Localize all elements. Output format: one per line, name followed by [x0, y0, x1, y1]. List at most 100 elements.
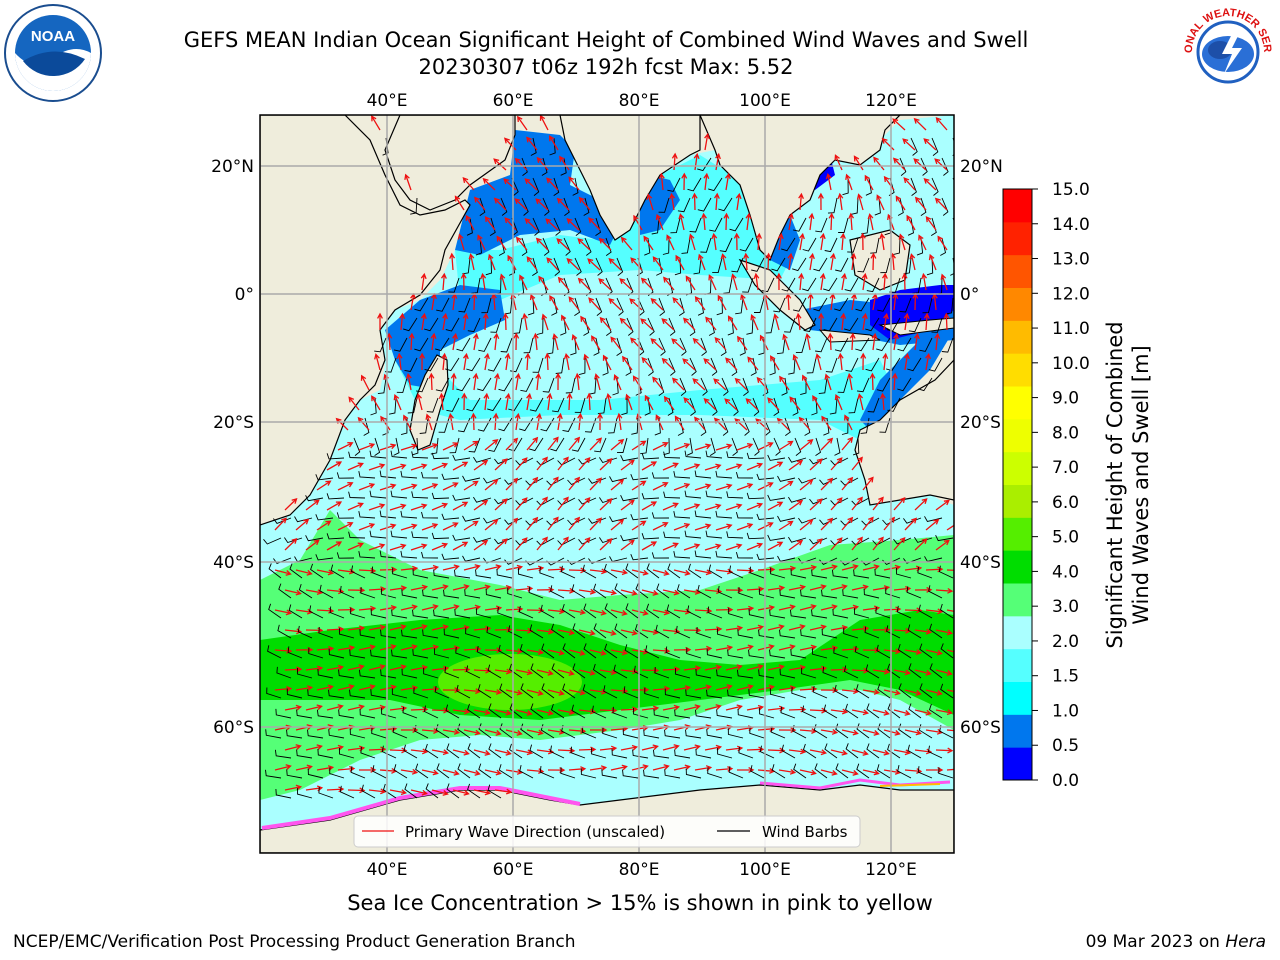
- wave-direction-arrow: [421, 644, 440, 651]
- wind-barb: [611, 748, 628, 759]
- wind-barb: [519, 765, 534, 779]
- wave-direction-arrow: [799, 232, 805, 251]
- wind-barb: [625, 603, 639, 619]
- wind-barb: [614, 623, 628, 639]
- wind-barb: [567, 477, 586, 486]
- wind-barb: [779, 629, 796, 639]
- wind-barb: [811, 569, 828, 579]
- wind-barb: [647, 317, 655, 336]
- wave-direction-arrow: [305, 499, 320, 511]
- wind-barb: [410, 197, 418, 215]
- wave-direction-arrow: [652, 609, 671, 616]
- wind-barb: [358, 551, 376, 559]
- wave-direction-arrow: [849, 332, 856, 351]
- wind-barb: [613, 664, 628, 679]
- wave-direction-arrow: [494, 538, 508, 551]
- wave-direction-arrow: [856, 193, 864, 211]
- wind-barb: [509, 663, 523, 679]
- wind-barb: [444, 666, 460, 679]
- wave-direction-arrow: [389, 747, 408, 754]
- sea-ice-fringe: [261, 786, 581, 830]
- wind-barb: [359, 708, 376, 719]
- wind-barb: [700, 337, 707, 356]
- wave-direction-arrow: [547, 649, 565, 656]
- wind-barb: [885, 587, 901, 599]
- wave-direction-arrow: [357, 416, 370, 431]
- wind-barb: [379, 510, 397, 519]
- wave-direction-arrow: [546, 392, 553, 411]
- wind-barb: [369, 490, 387, 499]
- wave-direction-arrow: [420, 272, 427, 291]
- wave-direction-arrow: [431, 542, 449, 551]
- wind-barb: [694, 709, 712, 719]
- wave-direction-arrow: [694, 416, 706, 431]
- wave-direction-arrow: [552, 333, 559, 351]
- wave-direction-arrow: [519, 274, 528, 291]
- wind-barb: [769, 688, 786, 699]
- wind-barb: [684, 490, 702, 499]
- wave-direction-arrow: [421, 769, 439, 776]
- wave-direction-arrow: [715, 443, 733, 451]
- wave-direction-arrow: [767, 541, 784, 551]
- wave-direction-arrow: [441, 352, 448, 371]
- wave-direction-arrow: [400, 565, 419, 572]
- wave-direction-arrow: [536, 709, 554, 716]
- wind-barb: [370, 608, 387, 619]
- wave-direction-arrow: [472, 332, 479, 351]
- wave-direction-arrow: [400, 604, 418, 611]
- wave-direction-arrow: [661, 318, 675, 331]
- wave-direction-arrow: [454, 195, 465, 211]
- wind-barb: [673, 471, 691, 479]
- wave-direction-arrow: [753, 272, 760, 291]
- wind-barb: [770, 726, 786, 739]
- wind-barb: [819, 477, 838, 485]
- wave-direction-arrow: [421, 523, 439, 531]
- colorbar-tick-label: 4.0: [1052, 562, 1079, 582]
- colorbar-tick-label: 8.0: [1052, 423, 1079, 443]
- wind-barb: [919, 683, 933, 699]
- wave-direction-arrow: [494, 749, 512, 756]
- wave-direction-arrow: [725, 704, 743, 711]
- wave-direction-arrow: [872, 709, 890, 716]
- wind-barb: [695, 668, 712, 679]
- wave-direction-arrow: [580, 315, 591, 331]
- wind-barb: [742, 377, 749, 396]
- wave-direction-arrow: [735, 192, 742, 211]
- wind-barb: [749, 566, 765, 579]
- wind-barb: [441, 473, 460, 480]
- wave-direction-arrow: [757, 604, 776, 611]
- wind-barb: [509, 703, 523, 719]
- wind-barb: [488, 437, 502, 452]
- wave-direction-arrow: [683, 503, 701, 511]
- wave-direction-arrow: [442, 312, 448, 331]
- wave-direction-arrow: [371, 395, 381, 411]
- wave-direction-arrow: [599, 538, 613, 551]
- wave-direction-arrow: [295, 569, 313, 576]
- wind-barb: [675, 625, 691, 639]
- wind-barb: [749, 727, 765, 739]
- wave-direction-arrow: [316, 520, 332, 531]
- wave-direction-arrow: [903, 177, 916, 191]
- wave-direction-arrow: [566, 218, 580, 231]
- wave-direction-arrow: [484, 564, 502, 571]
- wind-barb: [360, 587, 376, 599]
- wind-barb: [853, 569, 870, 579]
- wind-barb: [848, 397, 859, 414]
- wave-direction-arrow: [925, 216, 937, 231]
- wave-direction-arrow: [379, 684, 397, 691]
- wind-barb: [866, 743, 880, 759]
- wind-barb: [584, 237, 592, 256]
- wave-direction-arrow: [526, 436, 539, 451]
- wave-direction-arrow: [746, 462, 764, 471]
- wind-barb: [520, 377, 534, 392]
- wave-direction-arrow: [703, 397, 717, 411]
- wave-direction-arrow: [620, 539, 635, 551]
- wave-direction-arrow: [906, 214, 916, 231]
- wave-direction-arrow: [830, 497, 843, 511]
- wind-barb: [561, 603, 576, 619]
- wind-barb: [843, 665, 859, 679]
- wave-direction-arrow: [389, 503, 407, 511]
- map-title: GEFS MEAN Indian Ocean Significant Heigh…: [183, 28, 1029, 52]
- wave-direction-arrow: [431, 584, 449, 591]
- wind-barb: [479, 197, 486, 216]
